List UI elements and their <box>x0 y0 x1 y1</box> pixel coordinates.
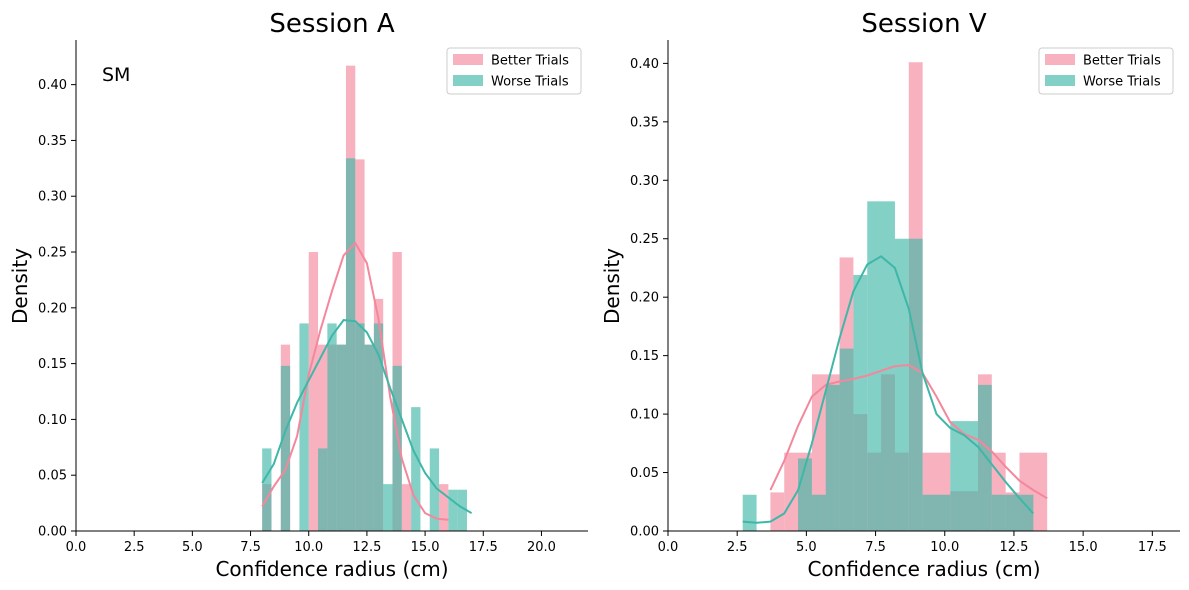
x-axis-label: Confidence radius (cm) <box>807 557 1040 581</box>
x-tick-label: 15.0 <box>411 540 440 555</box>
histogram-bar <box>908 238 923 531</box>
y-tick-label: 0.15 <box>38 357 67 372</box>
histogram-bar <box>439 484 449 531</box>
histogram-bar <box>318 344 328 531</box>
x-tick-label: 20.0 <box>527 540 556 555</box>
histogram-bar <box>922 494 951 531</box>
histogram-bar <box>977 384 992 531</box>
x-tick-label: 0.0 <box>658 540 679 555</box>
chart-session-a: Session A Confidence radius (cm) Density… <box>8 9 588 581</box>
histogram-bar <box>364 344 374 531</box>
y-tick-label: 0.25 <box>38 246 67 261</box>
y-tick-label: 0.40 <box>630 57 659 72</box>
histogram-bar <box>318 448 328 531</box>
histogram-bar <box>345 158 356 531</box>
plot-area <box>742 62 1048 532</box>
chart-session-v: Session V Confidence radius (cm) Density… <box>600 9 1180 581</box>
histogram-bar <box>401 484 412 531</box>
histogram-bar <box>867 201 895 532</box>
x-tick-label: 0.0 <box>66 540 87 555</box>
x-axis-label: Confidence radius (cm) <box>215 557 448 581</box>
y-tick-label: 0.30 <box>38 190 67 205</box>
panel-annotation: SM <box>102 64 130 86</box>
legend-swatch <box>453 75 483 86</box>
x-tick-label: 5.0 <box>796 540 817 555</box>
histogram-bar <box>853 274 868 531</box>
kde-line <box>742 255 1035 524</box>
axes: 0.0 2.5 5.0 7.5 10.0 12.5 15.0 17.5 20.0 0.00 0.05… <box>38 40 588 555</box>
legend-swatch <box>1045 75 1075 86</box>
axes: 0.0 2.5 5.0 7.5 10.0 12.5 15.0 17.5 0.00 0.05 0.10… <box>630 40 1180 555</box>
legend-swatch <box>1045 54 1075 65</box>
x-tick-label: 15.0 <box>1069 540 1098 555</box>
y-axis-label: Density <box>600 248 624 324</box>
kde-line <box>261 319 473 514</box>
kde-line <box>769 363 1048 500</box>
x-tick-label: 10.0 <box>294 540 323 555</box>
histogram-bar <box>411 407 421 531</box>
x-tick-label: 5.0 <box>182 540 203 555</box>
legend-label: Worse Trials <box>1083 75 1161 90</box>
x-tick-label: 17.5 <box>1138 540 1167 555</box>
x-tick-label: 17.5 <box>469 540 498 555</box>
histogram-bar <box>457 489 467 531</box>
y-tick-label: 0.10 <box>38 413 67 428</box>
x-tick-label: 7.5 <box>240 540 261 555</box>
y-axis-label: Density <box>8 248 32 324</box>
x-tick-label: 12.5 <box>999 540 1028 555</box>
histogram-bar <box>770 492 785 531</box>
chart-title: Session A <box>269 9 394 39</box>
histogram-bar <box>383 484 393 531</box>
kde-line <box>261 241 449 521</box>
histogram-bar <box>950 421 978 531</box>
histogram-bar <box>811 494 826 531</box>
y-tick-label: 0.00 <box>630 525 659 540</box>
histogram-bar <box>373 323 384 531</box>
y-tick-label: 0.15 <box>630 349 659 364</box>
y-tick-label: 0.20 <box>630 291 659 306</box>
x-tick-label: 10.0 <box>930 540 959 555</box>
histogram-bar <box>262 448 272 531</box>
legend: Better Trials Worse Trials <box>1038 47 1174 95</box>
legend-label: Better Trials <box>491 54 569 69</box>
histogram-bar <box>742 494 757 531</box>
histogram-bar <box>894 238 909 531</box>
x-tick-label: 2.5 <box>727 540 748 555</box>
histogram-bar <box>280 365 291 531</box>
histogram-bar <box>355 323 365 531</box>
histogram-bar <box>825 384 840 531</box>
histogram-bar <box>299 323 309 531</box>
chart-title: Session V <box>861 9 986 39</box>
histogram-bar <box>1005 494 1034 531</box>
histogram-bar <box>448 489 458 531</box>
histogram-bar <box>336 344 346 531</box>
histogram-bar <box>327 323 337 531</box>
histogram-bar <box>308 252 319 532</box>
histogram-bar <box>991 494 1006 531</box>
y-tick-label: 0.05 <box>630 466 659 481</box>
legend-label: Better Trials <box>1083 54 1161 69</box>
legend-swatch <box>453 54 483 65</box>
y-tick-label: 0.40 <box>38 78 67 93</box>
y-tick-label: 0.30 <box>630 174 659 189</box>
plot-area <box>261 65 473 532</box>
x-tick-label: 2.5 <box>124 540 145 555</box>
histogram-bar <box>392 365 402 531</box>
histogram-bar <box>429 448 440 531</box>
y-tick-label: 0.35 <box>630 115 659 130</box>
legend-label: Worse Trials <box>491 75 569 90</box>
histogram-bar <box>839 348 854 531</box>
x-tick-label: 7.5 <box>865 540 886 555</box>
legend: Better Trials Worse Trials <box>446 47 582 95</box>
y-tick-label: 0.35 <box>38 134 67 149</box>
y-tick-label: 0.10 <box>630 408 659 423</box>
y-tick-label: 0.25 <box>630 232 659 247</box>
y-tick-label: 0.05 <box>38 469 67 484</box>
x-tick-label: 12.5 <box>352 540 381 555</box>
y-tick-label: 0.20 <box>38 301 67 316</box>
y-tick-label: 0.00 <box>38 525 67 540</box>
